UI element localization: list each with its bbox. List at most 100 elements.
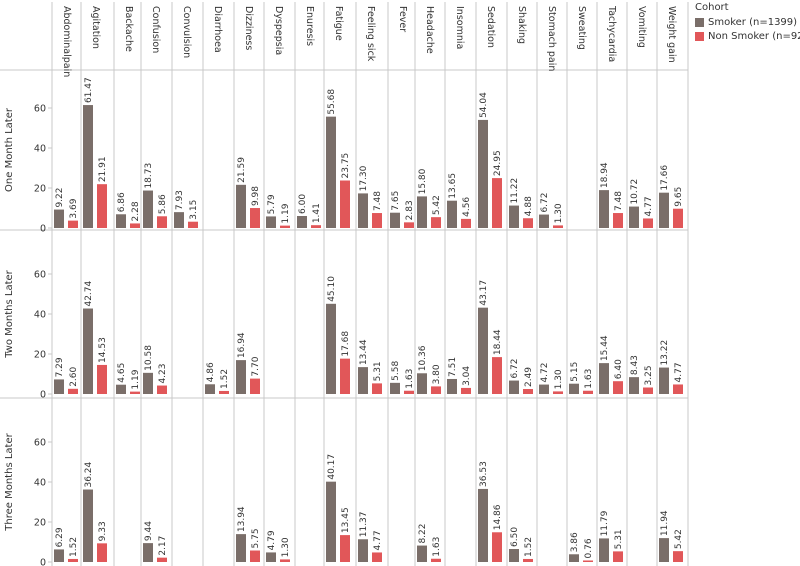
bar-smoker-sedation-row1 — [478, 119, 488, 228]
bar-smoker-tachycardia-row1 — [599, 190, 609, 228]
legend-item-smoker[interactable]: Smoker (n=1399) — [695, 17, 800, 28]
data-label-nonsmoker-headache-row1: 5.42 — [432, 195, 442, 215]
column-header-abdominal-pain: Abdominalpain — [61, 6, 72, 77]
bar-smoker-dizziness-row2 — [236, 360, 246, 394]
bar-nonsmoker-fatigue-row2 — [340, 358, 350, 394]
data-label-smoker-sweating-row3: 3.86 — [570, 532, 580, 552]
bar-smoker-backache-row2 — [116, 384, 126, 394]
bar-smoker-vomiting-row2 — [629, 377, 639, 394]
column-header-weight-gain: Weight gain — [666, 6, 677, 63]
bar-nonsmoker-shaking-row2 — [523, 389, 533, 394]
data-label-smoker-agitation-row3: 36.24 — [84, 461, 94, 487]
data-label-nonsmoker-sedation-row3: 14.86 — [493, 504, 503, 530]
bar-smoker-headache-row1 — [417, 196, 427, 228]
bar-nonsmoker-shaking-row1 — [523, 218, 533, 228]
bar-nonsmoker-weight-gain-row1 — [673, 208, 683, 228]
data-label-nonsmoker-headache-row2: 3.80 — [432, 364, 442, 384]
legend-label-nonsmoker: Non Smoker (n=922) — [708, 31, 800, 42]
data-label-nonsmoker-tachycardia-row2: 6.40 — [614, 359, 624, 379]
data-label-smoker-weight-gain-row3: 11.94 — [660, 510, 670, 536]
data-label-smoker-shaking-row2: 6.72 — [510, 359, 520, 379]
bar-smoker-tachycardia-row3 — [599, 538, 609, 562]
data-label-smoker-fever-row2: 5.58 — [391, 361, 401, 381]
bar-nonsmoker-feeling-sick-row2 — [372, 383, 382, 394]
bar-smoker-dyspepsia-row1 — [266, 216, 276, 228]
column-header-fever: Fever — [397, 6, 408, 32]
data-label-smoker-enuresis-row1: 6.00 — [298, 194, 308, 214]
bar-nonsmoker-fever-row2 — [404, 390, 414, 394]
legend-swatch-smoker — [695, 18, 704, 27]
data-label-smoker-diarrhoea-row2: 4.86 — [206, 362, 216, 382]
data-label-nonsmoker-feeling-sick-row3: 4.77 — [373, 530, 383, 550]
bar-nonsmoker-stomach-pain-row2 — [553, 391, 563, 394]
data-label-nonsmoker-abdominal-pain-row1: 3.69 — [69, 198, 79, 218]
bar-smoker-agitation-row3 — [83, 489, 93, 562]
bar-smoker-sweating-row3 — [569, 554, 579, 562]
data-label-smoker-sedation-row2: 43.17 — [479, 280, 489, 306]
data-label-nonsmoker-confusion-row3: 2.17 — [158, 536, 168, 556]
data-label-smoker-fever-row1: 7.65 — [391, 191, 401, 211]
bar-smoker-fatigue-row1 — [326, 116, 336, 228]
bar-nonsmoker-dyspepsia-row1 — [280, 225, 290, 228]
bar-smoker-feeling-sick-row2 — [358, 367, 368, 394]
bar-smoker-sedation-row3 — [478, 488, 488, 562]
bar-nonsmoker-fever-row1 — [404, 222, 414, 228]
bar-smoker-sedation-row2 — [478, 307, 488, 394]
bar-nonsmoker-diarrhoea-row2 — [219, 390, 229, 394]
bar-nonsmoker-abdominal-pain-row1 — [68, 220, 78, 228]
data-label-smoker-stomach-pain-row2: 4.72 — [540, 363, 550, 383]
data-label-smoker-dizziness-row2: 16.94 — [237, 332, 247, 358]
data-label-smoker-feeling-sick-row1: 17.30 — [359, 165, 369, 191]
bar-nonsmoker-agitation-row1 — [97, 184, 107, 228]
data-label-nonsmoker-dyspepsia-row1: 1.19 — [281, 203, 291, 223]
bar-nonsmoker-feeling-sick-row3 — [372, 552, 382, 562]
data-label-smoker-tachycardia-row1: 18.94 — [600, 162, 610, 188]
bar-nonsmoker-dyspepsia-row3 — [280, 559, 290, 562]
row-label-three-months-later: Three Months Later — [4, 432, 15, 531]
data-label-smoker-shaking-row3: 6.50 — [510, 527, 520, 547]
column-header-sedation: Sedation — [485, 6, 496, 48]
data-label-smoker-abdominal-pain-row2: 7.29 — [55, 357, 65, 377]
data-label-nonsmoker-vomiting-row1: 4.77 — [644, 196, 654, 216]
bar-nonsmoker-agitation-row3 — [97, 543, 107, 562]
bar-nonsmoker-dizziness-row2 — [250, 378, 260, 394]
data-label-nonsmoker-tachycardia-row1: 7.48 — [614, 191, 624, 211]
data-label-nonsmoker-shaking-row2: 2.49 — [524, 367, 534, 387]
legend-item-nonsmoker[interactable]: Non Smoker (n=922) — [695, 31, 800, 42]
column-header-shaking: Shaking — [516, 6, 527, 44]
legend-label-smoker: Smoker (n=1399) — [708, 17, 798, 28]
bar-nonsmoker-abdominal-pain-row2 — [68, 388, 78, 394]
data-label-nonsmoker-agitation-row2: 14.53 — [98, 337, 108, 363]
data-label-smoker-dizziness-row3: 13.94 — [237, 506, 247, 532]
legend-title: Cohort — [695, 2, 729, 13]
data-label-smoker-dizziness-row1: 21.59 — [237, 157, 247, 183]
bar-smoker-confusion-row3 — [143, 543, 153, 562]
column-header-dyspepsia: Dyspepsia — [273, 6, 284, 55]
column-header-headache: Headache — [424, 6, 435, 54]
column-headers: Abdominalpain Agitation Backache Confusion C… — [61, 5, 677, 77]
y-tick-label: 60 — [34, 270, 46, 281]
bar-smoker-agitation-row2 — [83, 308, 93, 394]
bar-nonsmoker-feeling-sick-row1 — [372, 213, 382, 228]
bar-smoker-fever-row2 — [390, 382, 400, 394]
y-tick-label: 20 — [34, 350, 46, 361]
data-label-smoker-weight-gain-row1: 17.66 — [660, 165, 670, 191]
data-label-nonsmoker-feeling-sick-row2: 5.31 — [373, 361, 383, 381]
data-label-nonsmoker-diarrhoea-row2: 1.52 — [220, 369, 230, 389]
data-label-nonsmoker-dizziness-row2: 7.70 — [251, 356, 261, 376]
data-label-smoker-feeling-sick-row2: 13.44 — [359, 339, 369, 365]
data-label-nonsmoker-dyspepsia-row3: 1.30 — [281, 537, 291, 557]
data-label-smoker-shaking-row1: 11.22 — [510, 178, 520, 204]
bar-nonsmoker-weight-gain-row3 — [673, 551, 683, 562]
data-label-smoker-confusion-row3: 9.44 — [144, 521, 154, 541]
bar-smoker-sweating-row2 — [569, 383, 579, 394]
y-tick-label: 0 — [40, 558, 46, 566]
data-label-nonsmoker-sweating-row3: 0.76 — [584, 538, 594, 558]
row-labels: One Month Later Two Months Later Three Mon… — [4, 107, 15, 532]
data-label-smoker-confusion-row1: 18.73 — [144, 163, 154, 189]
bar-smoker-convulsion-row1 — [174, 212, 184, 228]
bar-nonsmoker-backache-row1 — [130, 223, 140, 228]
bar-nonsmoker-fatigue-row1 — [340, 180, 350, 228]
bar-nonsmoker-sedation-row1 — [492, 178, 502, 228]
bar-smoker-abdominal-pain-row3 — [54, 549, 64, 562]
